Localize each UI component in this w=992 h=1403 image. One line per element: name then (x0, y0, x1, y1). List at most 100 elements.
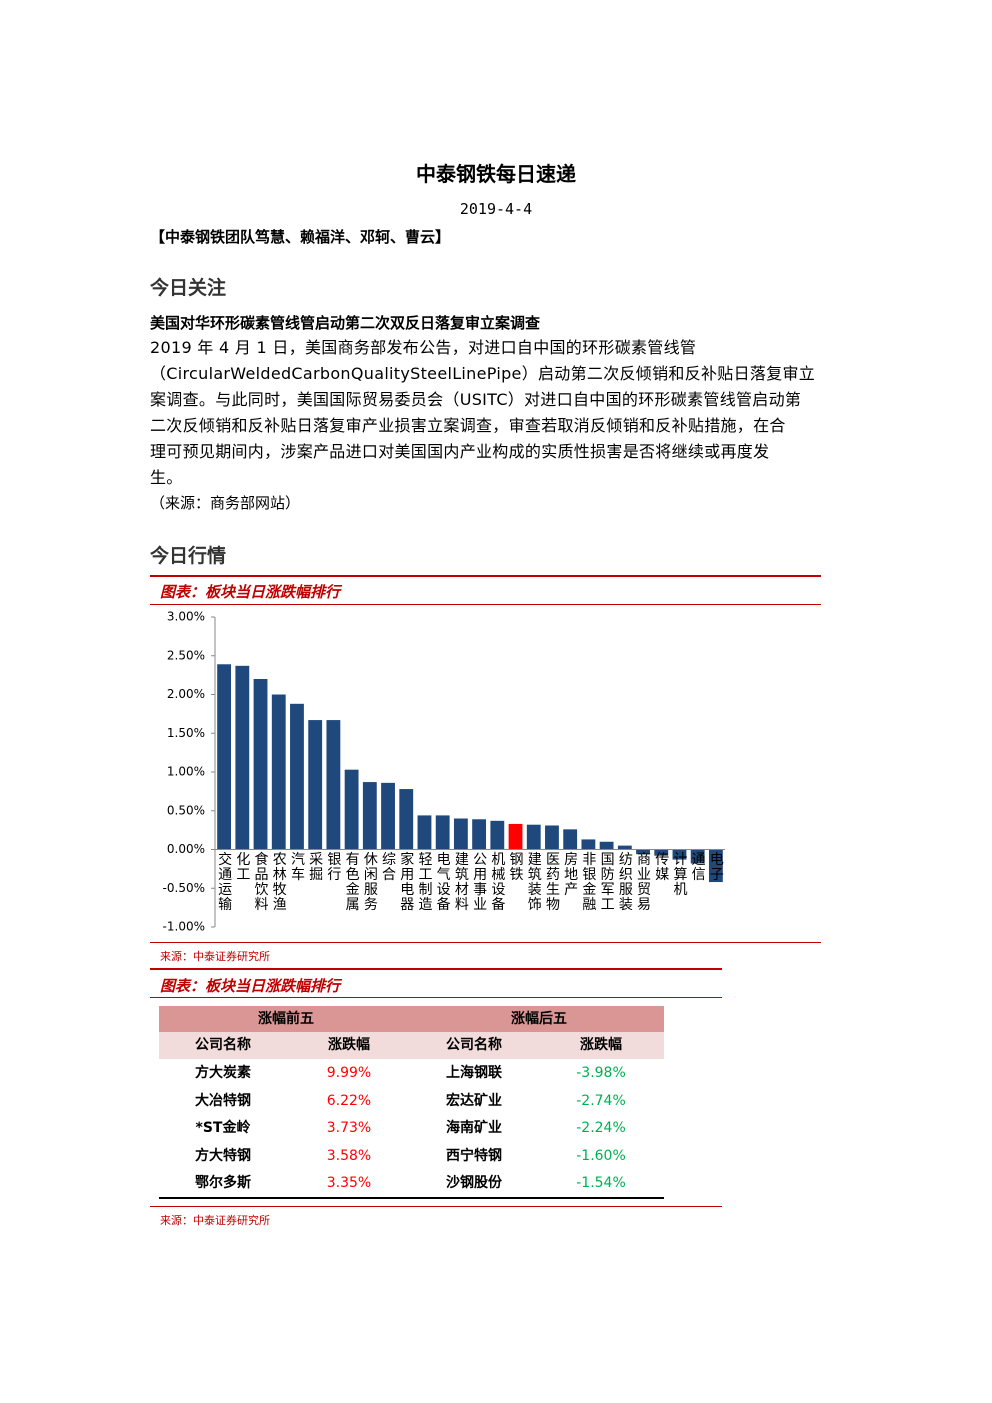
x-tick-label: 国防军工 (599, 852, 615, 912)
y-tick-label: 1.50% (167, 726, 205, 740)
x-tick-label: 医药生物 (544, 852, 560, 912)
body-line: （CircularWeldedCarbonQualitySteelLinePip… (150, 364, 816, 383)
table-source: 来源：中泰证券研究所 (160, 1214, 270, 1227)
x-tick-label: 非银金融 (580, 852, 596, 912)
body-line: 理可预见期间内，涉案产品进口对美国国内产业构成的实质性损害是否将继续或再度发 (150, 442, 770, 461)
x-tick-label: 汽车 (289, 852, 305, 882)
bar (636, 849, 650, 855)
company-name: 西宁特钢 (446, 1147, 502, 1164)
change-value: -1.54% (576, 1175, 626, 1191)
group-header: 涨幅后五 (511, 1011, 567, 1027)
company-name: 方大特钢 (195, 1147, 251, 1164)
section-heading: 今日关注 (150, 277, 227, 299)
change-value: 3.73% (326, 1120, 372, 1136)
company-name: *ST金岭 (195, 1120, 251, 1136)
date: 2019-4-4 (459, 200, 533, 218)
x-tick-label: 采掘 (307, 852, 323, 882)
body-line: 案调查。与此同时，美国国际贸易委员会（USITC）对进口自中国的环形碳素管线管启… (150, 390, 802, 409)
x-tick-label: 电子 (708, 852, 724, 882)
column-header-row (159, 1032, 664, 1059)
rule (150, 997, 722, 998)
section-heading: 今日行情 (150, 545, 227, 567)
x-tick-label: 银行 (325, 852, 341, 882)
y-tick-label: 2.00% (167, 687, 205, 701)
article-title: 美国对华环形碳素管线管启动第二次双反日落复审立案调查 (150, 314, 541, 332)
x-tick-label: 家用电器 (398, 851, 414, 912)
chart-source: 来源：中泰证券研究所 (160, 950, 270, 963)
x-tick-label: 公用事业 (471, 852, 487, 912)
x-tick-label: 电气设备 (435, 852, 451, 912)
bar (253, 679, 268, 850)
y-tick-label: 2.50% (167, 648, 205, 662)
change-value: 9.99% (326, 1065, 372, 1081)
x-tick-label: 纺织服装 (617, 852, 633, 912)
rule (150, 968, 722, 970)
x-tick-label: 农林牧渔 (271, 852, 287, 912)
bar (271, 694, 286, 850)
bar (599, 841, 614, 850)
source-note: （来源：商务部网站） (150, 494, 301, 512)
bar (690, 849, 705, 864)
chart: -1.00% -0.50% 0.00% 0.50% 1.00% 1.50% 2.00% 2.5… (163, 610, 725, 934)
x-tick-label: 交通运输 (216, 851, 232, 912)
bar (399, 789, 414, 850)
bar (290, 703, 304, 850)
x-tick-label: 化工 (234, 852, 250, 882)
bar (654, 849, 669, 856)
body-line: 2019 年 4 月 1 日，美国商务部发布公告，对进口自中国的环形碳素管线管 (150, 338, 697, 357)
column-header: 公司名称 (446, 1037, 502, 1053)
x-tick-label: 计算机 (671, 852, 687, 897)
rule (150, 575, 821, 577)
y-tick-label: 1.00% (167, 765, 205, 779)
company-name: 方大炭素 (195, 1065, 251, 1081)
y-tick-label: 0.50% (167, 803, 205, 817)
change-value: 3.58% (326, 1147, 372, 1164)
bar (362, 782, 377, 850)
bar (617, 845, 632, 850)
company-name: 大冶特钢 (195, 1092, 251, 1109)
change-value: -3.98% (576, 1065, 626, 1081)
x-tick-label: 建筑装饰 (526, 852, 542, 912)
chart-title: 图表：板块当日涨跌幅排行 (160, 583, 341, 601)
bar (563, 829, 578, 850)
x-tick-label: 钢铁 (508, 852, 524, 882)
x-tick-label: 综合 (380, 852, 396, 882)
company-name: 沙钢股份 (446, 1175, 502, 1191)
bar (508, 823, 523, 850)
bar (472, 819, 487, 850)
x-tick-label: 有色金属 (344, 852, 360, 912)
x-tick-label: 食品饮料 (253, 851, 269, 912)
company-name: 鄂尔多斯 (195, 1175, 251, 1191)
body-line: 二次反倾销和反补贴日落复审产业损害立案调查，审查若取消反倾销和反补贴措施，在合 (150, 416, 786, 435)
authors: 【中泰钢铁团队笃慧、赖福洋、邓轲、曹云】 (150, 228, 451, 246)
group-header-row (159, 1006, 664, 1032)
company-name: 上海钢联 (446, 1065, 502, 1081)
bar (417, 815, 432, 850)
x-tick-label: 休闲服务 (362, 852, 378, 912)
company-name: 宏达矿业 (446, 1092, 502, 1109)
column-header: 公司名称 (195, 1037, 251, 1053)
change-value: -2.74% (576, 1092, 626, 1109)
doc-title: 中泰钢铁每日速递 (416, 162, 576, 186)
x-tick-label: 轻工制造 (416, 852, 432, 912)
x-tick-label: 建筑材料 (453, 852, 469, 912)
x-tick-label: 传媒 (653, 852, 669, 882)
change-value: 3.35% (326, 1175, 372, 1191)
column-header: 涨跌幅 (580, 1037, 622, 1053)
y-tick-label: -0.50% (163, 881, 205, 895)
change-value: -1.60% (576, 1147, 626, 1164)
bar (435, 815, 450, 850)
bar (453, 818, 468, 850)
bar (344, 769, 359, 850)
rule (150, 942, 821, 943)
change-value: -2.24% (576, 1120, 626, 1136)
bar (545, 825, 559, 850)
company-name: 海南矿业 (446, 1120, 502, 1136)
bar (381, 782, 395, 850)
rule (150, 604, 821, 605)
change-value: 6.22% (326, 1092, 372, 1109)
bar (581, 839, 596, 850)
y-tick-label: 0.00% (167, 842, 205, 856)
bar (326, 720, 341, 850)
